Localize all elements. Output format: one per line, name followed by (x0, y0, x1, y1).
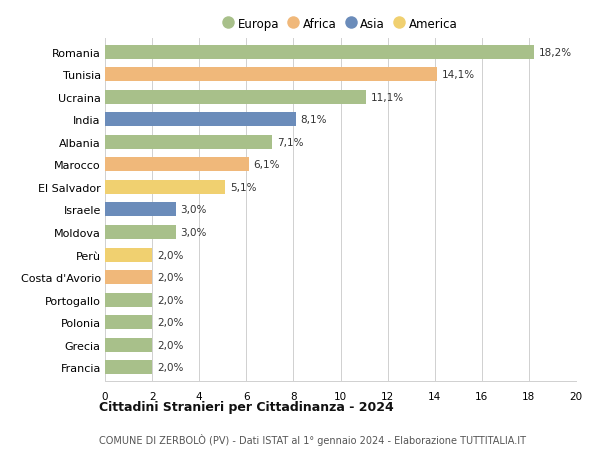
Legend: Europa, Africa, Asia, America: Europa, Africa, Asia, America (220, 14, 461, 34)
Text: 2,0%: 2,0% (157, 318, 183, 327)
Text: 8,1%: 8,1% (301, 115, 327, 125)
Bar (105, 180, 225, 195)
Bar (105, 158, 248, 172)
Bar (105, 113, 296, 127)
Text: 7,1%: 7,1% (277, 138, 304, 147)
Bar (105, 90, 367, 105)
Text: 3,0%: 3,0% (181, 205, 207, 215)
Text: Cittadini Stranieri per Cittadinanza - 2024: Cittadini Stranieri per Cittadinanza - 2… (99, 400, 394, 413)
Bar (105, 338, 152, 352)
Bar (105, 203, 176, 217)
Bar (105, 293, 152, 307)
Text: 2,0%: 2,0% (157, 295, 183, 305)
Text: 11,1%: 11,1% (371, 93, 404, 102)
Bar (105, 360, 152, 375)
Text: 2,0%: 2,0% (157, 340, 183, 350)
Bar (105, 225, 176, 240)
Bar (105, 315, 152, 330)
Text: 3,0%: 3,0% (181, 228, 207, 237)
Text: 18,2%: 18,2% (538, 48, 571, 57)
Bar (105, 45, 533, 60)
Bar (105, 135, 272, 150)
Bar (105, 270, 152, 285)
Bar (105, 68, 437, 82)
Text: 5,1%: 5,1% (230, 183, 256, 192)
Text: COMUNE DI ZERBOLÒ (PV) - Dati ISTAT al 1° gennaio 2024 - Elaborazione TUTTITALIA: COMUNE DI ZERBOLÒ (PV) - Dati ISTAT al 1… (99, 433, 526, 445)
Text: 2,0%: 2,0% (157, 273, 183, 282)
Text: 2,0%: 2,0% (157, 363, 183, 372)
Text: 6,1%: 6,1% (253, 160, 280, 170)
Bar (105, 248, 152, 262)
Text: 14,1%: 14,1% (442, 70, 475, 80)
Text: 2,0%: 2,0% (157, 250, 183, 260)
